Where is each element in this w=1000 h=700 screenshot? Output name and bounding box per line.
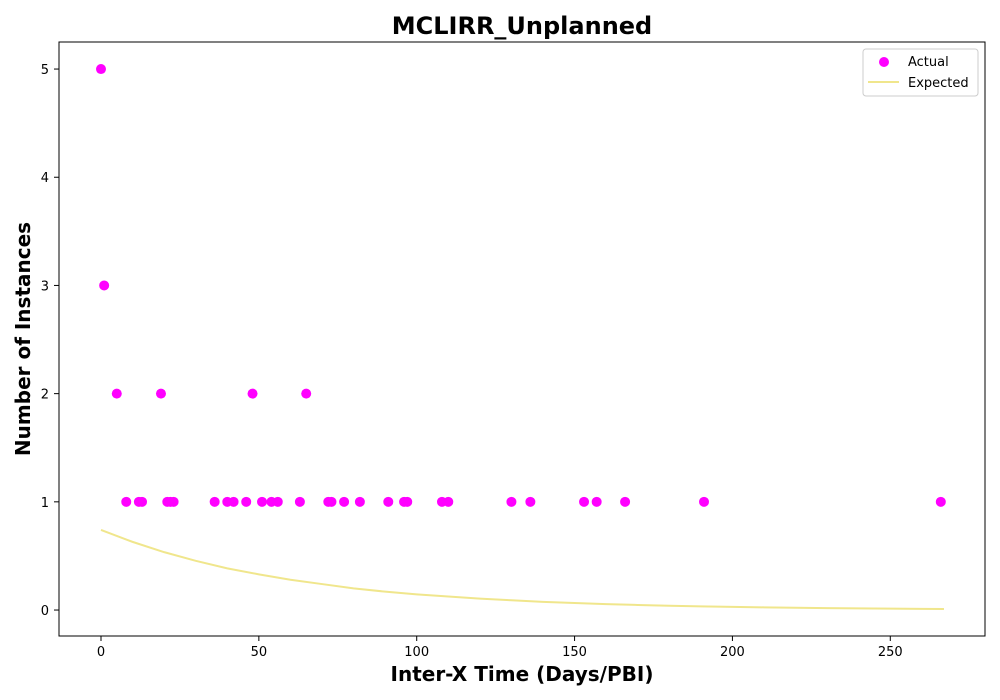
y-axis-label: Number of Instances [11,222,35,456]
actual-point [168,496,179,507]
plot-area [95,64,946,610]
y-tick-label: 0 [41,604,49,619]
x-tick-label: 200 [720,645,745,660]
x-axis-label: Inter-X Time (Days/PBI) [391,662,654,686]
actual-point [301,388,312,399]
legend-marker-actual [879,57,889,67]
actual-point [339,496,350,507]
actual-point [699,496,710,507]
actual-point [95,64,106,75]
actual-point [272,496,283,507]
actual-point [620,496,631,507]
actual-point [591,496,602,507]
actual-point [111,388,122,399]
x-tick-label: 150 [562,645,587,660]
actual-point [294,496,305,507]
legend-label-expected: Expected [908,76,969,91]
legend: Actual Expected [862,48,979,97]
x-tick-label: 0 [97,645,105,660]
actual-point [525,496,536,507]
actual-point [257,496,268,507]
actual-point [247,388,258,399]
actual-point [402,496,413,507]
x-tick-label: 100 [404,645,429,660]
actual-point [209,496,220,507]
legend-box [862,48,979,97]
x-tick-label: 250 [878,645,903,660]
actual-point [443,496,454,507]
y-tick-label: 4 [41,171,49,186]
legend-label-actual: Actual [908,55,949,70]
x-tick-label: 50 [251,645,268,660]
actual-point [326,496,337,507]
y-tick-label: 2 [41,388,49,403]
actual-point [383,496,394,507]
y-axis: 0 1 2 3 4 5 [41,63,59,619]
actual-point [935,496,946,507]
actual-point [99,280,110,291]
actual-point [155,388,166,399]
actual-point [137,496,148,507]
actual-point [228,496,239,507]
actual-point [579,496,590,507]
actual-point [121,496,132,507]
actual-point [354,496,365,507]
plot-frame [58,41,986,637]
expected-line [100,529,944,610]
y-tick-label: 5 [41,63,49,78]
x-axis: 0 50 100 150 200 250 [97,636,903,660]
y-tick-label: 3 [41,279,49,294]
actual-point [241,496,252,507]
chart-title: MCLIRR_Unplanned [392,12,652,40]
actual-point [506,496,517,507]
y-tick-label: 1 [41,496,49,511]
